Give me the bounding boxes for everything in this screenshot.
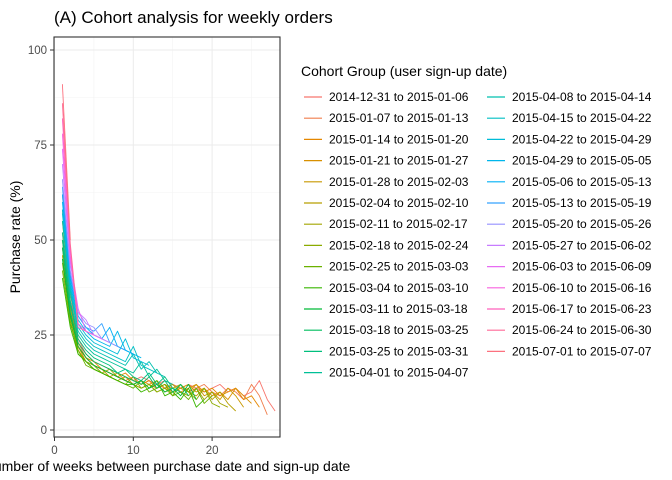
legend-item: 2015-01-28 to 2015-02-03 (304, 175, 469, 189)
legend-label: 2015-05-13 to 2015-05-19 (512, 196, 652, 210)
legend-label: 2015-05-27 to 2015-06-02 (512, 238, 652, 252)
legend-label: 2015-01-21 to 2015-01-27 (329, 154, 469, 168)
legend-item: 2015-06-10 to 2015-06-16 (487, 281, 652, 295)
legend-item: 2015-01-07 to 2015-01-13 (304, 111, 469, 125)
legend-item: 2014-12-31 to 2015-01-06 (304, 90, 469, 104)
legend-label: 2015-04-08 to 2015-04-14 (512, 90, 652, 104)
y-tick-label: 50 (34, 235, 47, 247)
series-line (61, 84, 71, 241)
x-axis-title: Number of weeks between purchase date an… (0, 458, 350, 474)
legend-label: 2015-04-22 to 2015-04-29 (512, 132, 652, 146)
legend-item: 2015-04-15 to 2015-04-22 (487, 111, 652, 125)
series-line (61, 103, 79, 324)
series-line (61, 247, 189, 397)
legend-item: 2015-04-01 to 2015-04-07 (304, 366, 469, 380)
plot-border (53, 36, 281, 438)
legend-item: 2015-04-22 to 2015-04-29 (487, 132, 652, 146)
legend-label: 2015-03-04 to 2015-03-10 (329, 281, 469, 295)
legend-label: 2015-05-20 to 2015-05-26 (512, 217, 652, 231)
series-line (61, 258, 197, 400)
x-axis: 0 10 20 (51, 437, 218, 457)
legend-label: 2015-05-06 to 2015-05-13 (512, 175, 652, 189)
legend-item: 2015-07-01 to 2015-07-07 (487, 344, 652, 358)
legend-label: 2015-03-25 to 2015-03-31 (329, 344, 469, 358)
legend-item: 2015-02-18 to 2015-02-24 (304, 238, 469, 252)
legend-label: 2015-06-24 to 2015-06-30 (512, 323, 652, 337)
legend-label: 2015-02-25 to 2015-03-03 (329, 260, 469, 274)
legend-item: 2015-04-08 to 2015-04-14 (487, 90, 652, 104)
legend-label: 2015-04-01 to 2015-04-07 (329, 366, 469, 380)
legend-item: 2015-03-04 to 2015-03-10 (304, 281, 469, 295)
legend-item: 2015-05-20 to 2015-05-26 (487, 217, 652, 231)
legend-label: 2015-06-17 to 2015-06-23 (512, 302, 652, 316)
legend-items: 2014-12-31 to 2015-01-06 2015-01-07 to 20… (304, 90, 652, 380)
legend-item: 2015-01-21 to 2015-01-27 (304, 154, 469, 168)
y-axis-title: Purchase rate (%) (7, 181, 23, 294)
legend-label: 2015-01-07 to 2015-01-13 (329, 111, 469, 125)
minor-gridlines (54, 37, 280, 437)
legend-item: 2015-04-29 to 2015-05-05 (487, 154, 652, 168)
legend-item: 2015-02-11 to 2015-02-17 (304, 217, 468, 231)
y-axis: 0 25 50 75 100 (28, 45, 54, 437)
legend-label: 2015-01-14 to 2015-01-20 (329, 132, 469, 146)
legend-label: 2015-02-18 to 2015-02-24 (329, 238, 469, 252)
series-line (61, 220, 165, 378)
legend-label: 2015-04-15 to 2015-04-22 (512, 111, 652, 125)
legend: Cohort Group (user sign-up date) 2014-12… (301, 63, 652, 380)
legend-label: 2014-12-31 to 2015-01-06 (329, 90, 469, 104)
legend-label: 2015-06-10 to 2015-06-16 (512, 281, 652, 295)
legend-item: 2015-05-13 to 2015-05-19 (487, 196, 652, 210)
y-tick-label: 100 (28, 45, 47, 57)
legend-label: 2015-04-29 to 2015-05-05 (512, 154, 652, 168)
legend-label: 2015-03-18 to 2015-03-25 (329, 323, 469, 337)
series-line (61, 239, 181, 393)
legend-item: 2015-03-25 to 2015-03-31 (304, 344, 469, 358)
legend-label: 2015-03-11 to 2015-03-18 (329, 302, 468, 316)
plot-background (54, 37, 280, 437)
legend-label: 2015-07-01 to 2015-07-07 (512, 344, 652, 358)
legend-label: 2015-06-03 to 2015-06-09 (512, 260, 652, 274)
legend-label: 2015-02-04 to 2015-02-10 (329, 196, 469, 210)
legend-item: 2015-05-27 to 2015-06-02 (487, 238, 652, 252)
legend-label: 2015-01-28 to 2015-02-03 (329, 175, 469, 189)
series-lines (61, 84, 276, 415)
legend-item: 2015-03-18 to 2015-03-25 (304, 323, 469, 337)
legend-item: 2015-06-24 to 2015-06-30 (487, 323, 652, 337)
legend-item: 2015-05-06 to 2015-05-13 (487, 175, 652, 189)
legend-item: 2015-06-17 to 2015-06-23 (487, 302, 652, 316)
legend-item: 2015-06-03 to 2015-06-09 (487, 260, 652, 274)
x-tick-label: 10 (127, 445, 140, 457)
legend-title: Cohort Group (user sign-up date) (301, 63, 507, 79)
y-tick-label: 0 (41, 425, 47, 437)
x-tick-label: 0 (51, 445, 57, 457)
y-tick-label: 25 (34, 330, 47, 342)
legend-label: 2015-02-11 to 2015-02-17 (329, 217, 468, 231)
x-tick-label: 20 (206, 445, 219, 457)
legend-item: 2015-02-25 to 2015-03-03 (304, 260, 469, 274)
legend-item: 2015-03-11 to 2015-03-18 (304, 302, 468, 316)
y-tick-label: 75 (34, 140, 47, 152)
series-line (61, 270, 213, 404)
legend-item: 2015-01-14 to 2015-01-20 (304, 132, 469, 146)
series-line (61, 262, 221, 408)
chart-title: (A) Cohort analysis for weekly orders (54, 8, 333, 27)
plot-panel (53, 36, 281, 438)
legend-item: 2015-02-04 to 2015-02-10 (304, 196, 469, 210)
